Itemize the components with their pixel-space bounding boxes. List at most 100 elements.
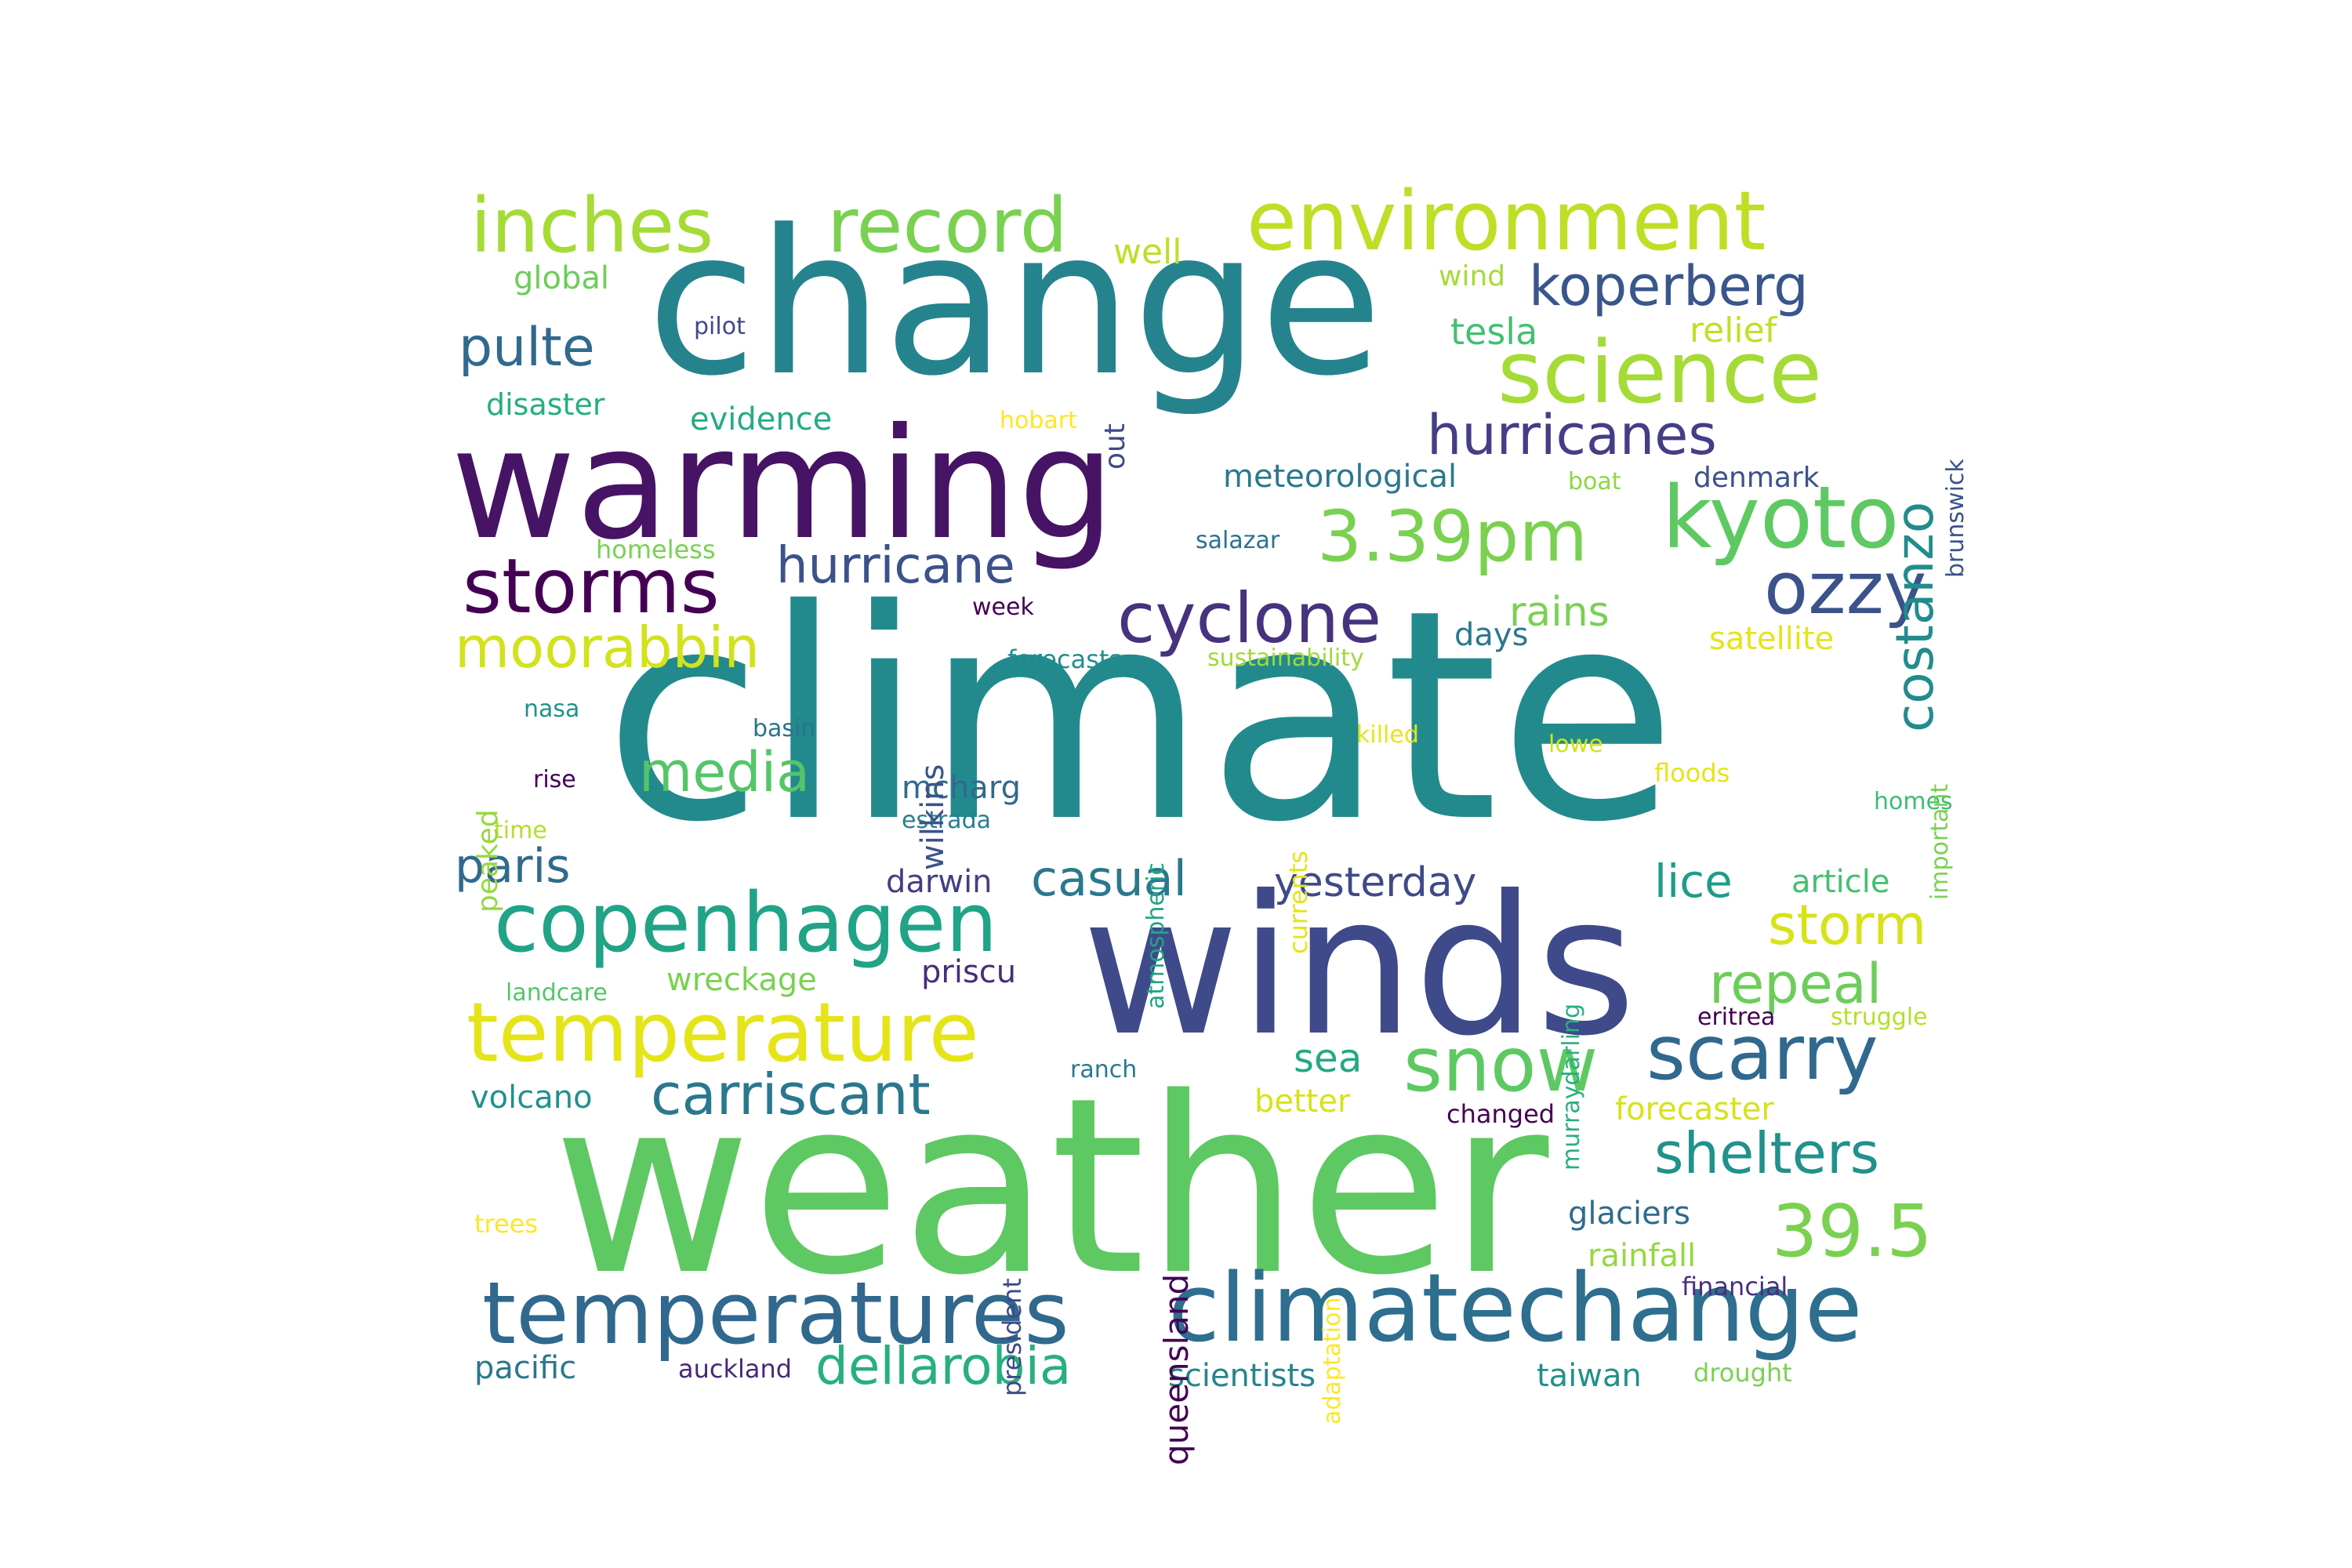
word-pulte: pulte: [459, 317, 595, 379]
word-days: days: [1454, 617, 1529, 653]
word-peaked: peaked: [472, 809, 504, 913]
word-scientists: scientists: [1168, 1358, 1316, 1394]
word-wind: wind: [1439, 260, 1506, 292]
word-global: global: [514, 260, 609, 296]
word-moorabbin: moorabbin: [455, 615, 760, 681]
word-changed: changed: [1446, 1099, 1555, 1129]
word-hobart: hobart: [1000, 407, 1077, 434]
word-winds: winds: [1082, 855, 1636, 1078]
word-sustainability: sustainability: [1207, 644, 1364, 672]
word-murraydarling: murraydarling: [1558, 1004, 1585, 1171]
word-climate: climate: [604, 549, 1677, 886]
word-pilot: pilot: [694, 313, 746, 340]
word-salazar: salazar: [1196, 527, 1280, 554]
word-financial: financial: [1682, 1272, 1788, 1301]
word-well: well: [1113, 232, 1182, 272]
word-lowe: lowe: [1548, 731, 1603, 758]
word-climatechange: climatechange: [1168, 1254, 1863, 1363]
word-time: time: [494, 817, 547, 844]
word-media: media: [639, 740, 811, 804]
word-hurricanes: hurricanes: [1427, 403, 1717, 467]
word-snow: snow: [1403, 1021, 1599, 1109]
word-storms: storms: [463, 543, 720, 630]
word-nasa: nasa: [524, 695, 580, 723]
word-drought: drought: [1693, 1358, 1792, 1388]
word-cyclone: cyclone: [1117, 578, 1382, 659]
word-copenhagen: copenhagen: [494, 875, 998, 971]
word-atmospheric: atmospheric: [1142, 862, 1170, 1010]
word-struggle: struggle: [1831, 1004, 1928, 1031]
word-ranch: ranch: [1070, 1056, 1138, 1083]
word-darwin: darwin: [886, 864, 993, 900]
word-floods: floods: [1654, 758, 1730, 788]
word-out: out: [1099, 423, 1131, 470]
word-tesla: tesla: [1450, 310, 1538, 353]
word-wilkins: wilkins: [915, 764, 951, 871]
word-homes: homes: [1874, 788, 1953, 815]
word-temperatures: temperatures: [482, 1263, 1069, 1363]
word-queensland: queensland: [1157, 1274, 1196, 1466]
word-estrada: estrada: [902, 807, 991, 834]
word-repeal: repeal: [1709, 952, 1882, 1016]
word-auckland: auckland: [678, 1354, 793, 1384]
word-evidence: evidence: [690, 401, 833, 437]
word-trees: trees: [474, 1209, 539, 1239]
word-brunswick: brunswick: [1942, 459, 1969, 578]
word-meteorological: meteorological: [1223, 459, 1457, 495]
word-disaster: disaster: [486, 387, 605, 422]
word-relief: relief: [1690, 310, 1777, 350]
word-costanzo: costanzo: [1885, 502, 1945, 733]
word-important: important: [1926, 784, 1954, 901]
word-shelters: shelters: [1654, 1120, 1880, 1186]
word-lice: lice: [1654, 855, 1733, 908]
word-3-39pm: 3.39pm: [1317, 495, 1588, 578]
word-forecaster: forecaster: [1615, 1091, 1774, 1127]
word-casual: casual: [1031, 850, 1187, 907]
word-koperberg: koperberg: [1529, 254, 1809, 318]
word-basin: basin: [753, 715, 816, 742]
word-environment: environment: [1247, 173, 1766, 269]
word-storm: storm: [1768, 893, 1927, 957]
word-inches: inches: [470, 182, 714, 270]
word-rise: rise: [533, 766, 576, 793]
word-dellarobia: dellarobia: [815, 1336, 1072, 1396]
word-satellite: satellite: [1709, 621, 1835, 657]
word-article: article: [1791, 864, 1890, 900]
word-carriscant: carriscant: [651, 1062, 931, 1127]
word-record: record: [827, 182, 1068, 270]
word-39-5: 39.5: [1772, 1189, 1933, 1273]
word-yesterday: yesterday: [1274, 859, 1477, 906]
word-wreckage: wreckage: [666, 962, 817, 998]
word-killed: killed: [1356, 721, 1419, 749]
word-week: week: [972, 593, 1034, 621]
word-better: better: [1254, 1083, 1351, 1120]
word-weather: weather: [553, 1046, 1549, 1329]
word-president: president: [997, 1278, 1027, 1396]
word-hurricane: hurricane: [776, 537, 1015, 595]
word-rainfall: rainfall: [1588, 1238, 1697, 1274]
word-paris: paris: [455, 839, 571, 894]
word-homeless: homeless: [596, 535, 716, 564]
word-adaptation: adaptation: [1319, 1298, 1346, 1425]
word-boat: boat: [1568, 468, 1621, 495]
word-rains: rains: [1509, 589, 1610, 636]
word-pacific: pacific: [474, 1350, 577, 1386]
word-ozzy: ozzy: [1764, 546, 1927, 630]
word-currents: currents: [1283, 851, 1313, 955]
word-taiwan: taiwan: [1537, 1358, 1642, 1394]
word-forecasts: forecasts: [1007, 644, 1123, 674]
word-landcare: landcare: [506, 979, 608, 1007]
word-scarry: scarry: [1646, 1009, 1878, 1097]
word-change: change: [647, 187, 1383, 420]
word-temperature: temperature: [466, 985, 979, 1080]
word-denmark: denmark: [1693, 462, 1820, 494]
word-glaciers: glaciers: [1568, 1196, 1691, 1232]
word-volcano: volcano: [470, 1080, 593, 1116]
word-sea: sea: [1294, 1036, 1363, 1081]
word-mcharg: mcharg: [902, 770, 1021, 806]
word-priscu: priscu: [921, 954, 1017, 990]
word-eritrea: eritrea: [1697, 1004, 1776, 1031]
word-science: science: [1497, 322, 1822, 423]
word-warming: warming: [451, 395, 1116, 573]
